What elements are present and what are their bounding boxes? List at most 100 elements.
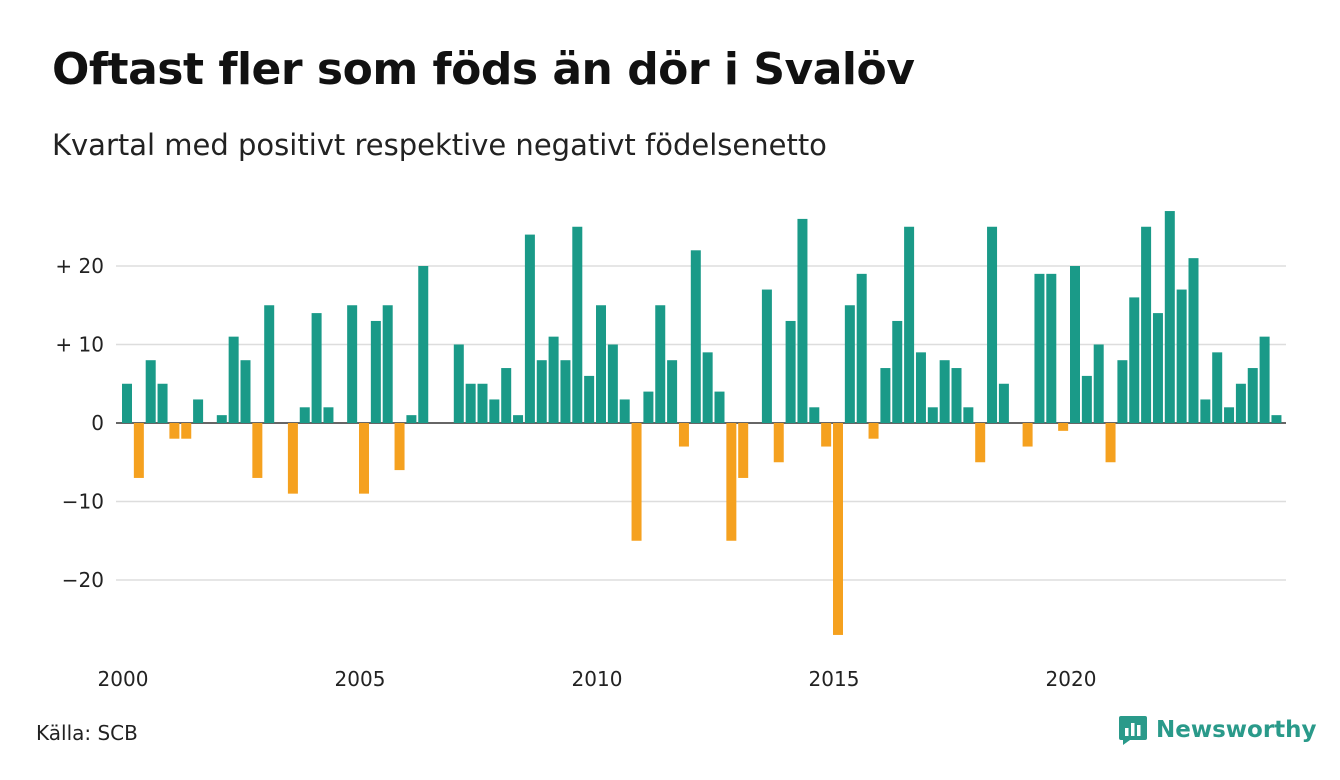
bar-2000-Q3 <box>145 360 156 423</box>
bar-2007-Q2 <box>465 383 476 423</box>
x-tick-label: 2005 <box>335 667 386 691</box>
bar-2019-Q1 <box>1022 423 1033 447</box>
bar-2007-Q1 <box>453 344 464 423</box>
bar-2012-Q3 <box>714 391 725 423</box>
bar-2015-Q1 <box>833 423 843 635</box>
bar-2022-Q3 <box>1188 258 1199 423</box>
bar-2008-Q3 <box>524 234 535 423</box>
bar-2011-Q1 <box>643 391 654 423</box>
bar-2020-Q2 <box>1081 375 1092 423</box>
bar-2023-Q3 <box>1235 383 1246 423</box>
bar-2003-Q1 <box>264 305 275 423</box>
bar-2004-Q4 <box>347 305 358 423</box>
bar-2014-Q3 <box>809 407 820 423</box>
bar-2016-Q3 <box>904 226 915 423</box>
source-note: Källa: SCB <box>36 721 138 745</box>
bar-2004-Q2 <box>323 407 334 423</box>
bar-2007-Q4 <box>489 399 500 423</box>
bar-2001-Q3 <box>193 399 204 423</box>
bar-2001-Q1 <box>169 423 180 439</box>
bar-2020-Q3 <box>1093 344 1104 423</box>
bar-2016-Q1 <box>880 368 891 423</box>
bar-2012-Q2 <box>702 352 713 423</box>
bar-2015-Q2 <box>844 305 855 423</box>
bar-2002-Q3 <box>240 360 251 423</box>
bar-2017-Q4 <box>963 407 974 423</box>
bar-2023-Q2 <box>1224 407 1235 423</box>
bar-2008-Q1 <box>501 368 512 423</box>
bar-2010-Q2 <box>607 344 618 423</box>
bar-2009-Q3 <box>572 226 583 423</box>
bar-2013-Q3 <box>761 289 772 423</box>
bar-2000-Q2 <box>133 423 144 478</box>
bar-2007-Q3 <box>477 383 488 423</box>
y-tick-label: −10 <box>62 490 104 514</box>
bar-2021-Q3 <box>1141 226 1152 423</box>
bar-2018-Q1 <box>975 423 986 463</box>
bar-2020-Q1 <box>1070 266 1080 423</box>
bar-2019-Q4 <box>1058 423 1069 431</box>
bar-2015-Q3 <box>856 273 867 423</box>
bar-2006-Q2 <box>418 266 429 423</box>
newsworthy-logo-icon <box>1119 716 1147 745</box>
bar-2015-Q4 <box>868 423 879 439</box>
bar-2000-Q1 <box>122 383 132 423</box>
bar-2002-Q1 <box>216 415 227 423</box>
bars <box>122 211 1282 635</box>
bar-2001-Q2 <box>181 423 192 439</box>
bar-2006-Q1 <box>406 415 417 423</box>
brand-logo[interactable]: Newsworthy <box>1118 714 1317 746</box>
bar-2000-Q4 <box>157 383 168 423</box>
bar-2014-Q4 <box>821 423 832 447</box>
bar-2005-Q2 <box>370 320 381 423</box>
bar-2013-Q4 <box>773 423 784 463</box>
bar-2016-Q2 <box>892 320 903 423</box>
bar-2003-Q4 <box>299 407 310 423</box>
bar-2008-Q4 <box>536 360 547 423</box>
y-tick-label: + 10 <box>55 333 104 357</box>
chart-title: Oftast fler som föds än dör i Svalöv <box>52 44 915 95</box>
bar-2017-Q3 <box>951 368 962 423</box>
y-axis-ticks: + 20 + 10 0 −10 −20 <box>55 254 104 592</box>
y-tick-label: 0 <box>91 411 104 435</box>
x-tick-label: 2010 <box>572 667 623 691</box>
bar-2022-Q2 <box>1176 289 1187 423</box>
bar-2013-Q1 <box>738 423 749 478</box>
bar-2005-Q3 <box>382 305 393 423</box>
bar-2002-Q4 <box>252 423 263 478</box>
brand-name: Newsworthy <box>1156 717 1317 743</box>
x-tick-label: 2015 <box>809 667 860 691</box>
bar-2005-Q1 <box>359 423 369 494</box>
bar-2010-Q3 <box>619 399 630 423</box>
bar-2022-Q4 <box>1200 399 1211 423</box>
bar-2023-Q4 <box>1247 368 1258 423</box>
y-tick-label: −20 <box>62 568 104 592</box>
bar-2010-Q4 <box>631 423 642 541</box>
bar-2018-Q2 <box>987 226 998 423</box>
bar-2009-Q1 <box>548 336 559 423</box>
bar-2021-Q2 <box>1129 297 1140 423</box>
bar-2017-Q1 <box>927 407 938 423</box>
bar-2005-Q4 <box>394 423 405 471</box>
bar-2024-Q2 <box>1271 415 1282 423</box>
bar-2012-Q4 <box>726 423 737 541</box>
bar-2008-Q2 <box>513 415 524 423</box>
bar-2024-Q1 <box>1259 336 1270 423</box>
bar-2019-Q2 <box>1034 273 1045 423</box>
bar-2017-Q2 <box>939 360 950 423</box>
bar-2023-Q1 <box>1212 352 1223 423</box>
bar-2021-Q4 <box>1152 313 1163 423</box>
y-tick-label: + 20 <box>55 254 104 278</box>
bar-2016-Q4 <box>915 352 926 423</box>
bar-2020-Q4 <box>1105 423 1116 463</box>
bar-2011-Q4 <box>678 423 689 447</box>
bar-2009-Q4 <box>584 375 595 423</box>
bar-2011-Q2 <box>655 305 666 423</box>
bar-2014-Q1 <box>785 320 796 423</box>
bar-2022-Q1 <box>1164 211 1175 423</box>
bar-2019-Q3 <box>1046 273 1057 423</box>
bar-2004-Q1 <box>311 313 322 423</box>
x-tick-label: 2020 <box>1046 667 1097 691</box>
bar-2011-Q3 <box>667 360 678 423</box>
